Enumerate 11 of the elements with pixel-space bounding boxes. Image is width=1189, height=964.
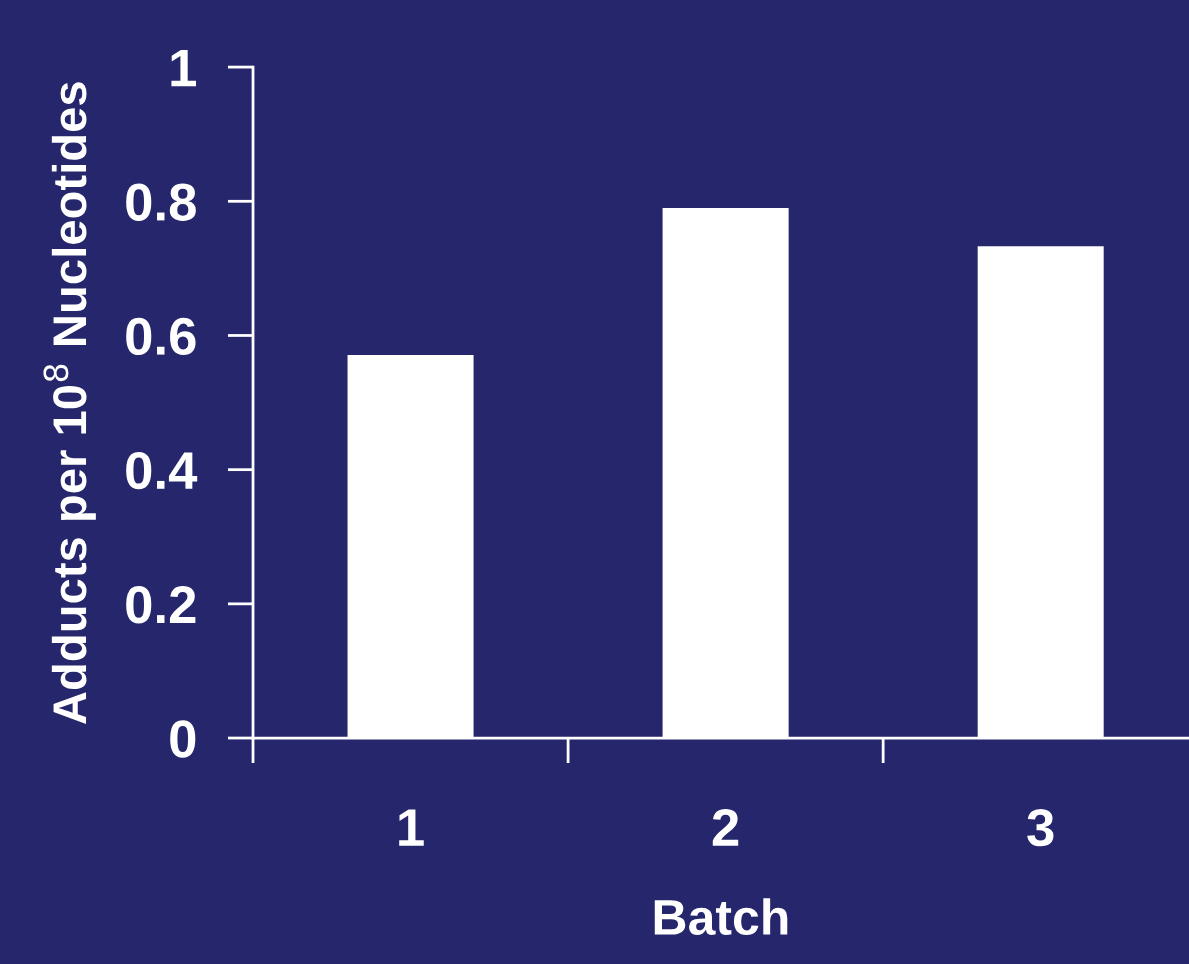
- y-axis-title: Adducts per 10$^{8}$ Nucleotides: [43, 82, 96, 724]
- x-tick-label: 1: [399, 809, 424, 846]
- y-tick-label: 0.2: [126, 586, 196, 624]
- x-tick-label: 2: [712, 808, 739, 846]
- x-axis-title: Batch: [654, 898, 788, 936]
- y-tick-label: 0.4: [126, 451, 198, 490]
- y-tick-label: 0: [170, 720, 196, 758]
- y-tick-label: 0.6: [126, 317, 196, 356]
- x-tick-label: 3: [1027, 808, 1054, 847]
- y-tick-label: 0.8: [126, 183, 196, 221]
- y-tick-label: 1: [171, 49, 196, 87]
